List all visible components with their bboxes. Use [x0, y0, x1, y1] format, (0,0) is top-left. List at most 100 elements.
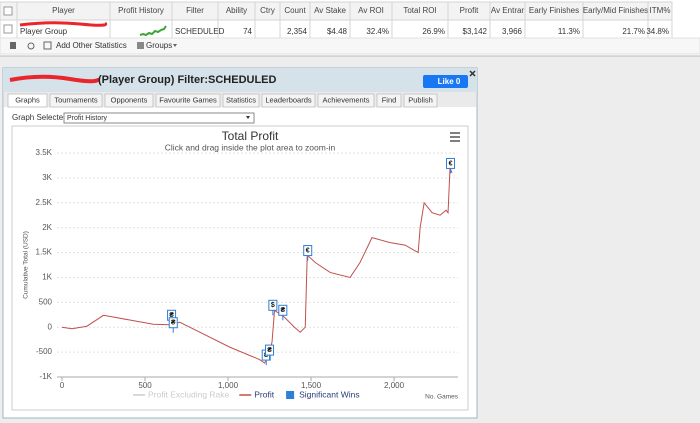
redaction: [9, 74, 101, 84]
flag-label: ₴: [169, 312, 174, 319]
add-stats[interactable]: Add Other Statistics: [56, 41, 127, 50]
cell: SCHEDULED: [175, 27, 225, 36]
y-axis-label: Cumulative Total (USD): [23, 231, 30, 299]
y-tick-label: 2K: [42, 223, 52, 232]
column-header[interactable]: ITM%: [650, 6, 671, 15]
sparkline: [139, 25, 167, 37]
tab[interactable]: [317, 93, 375, 108]
column-header[interactable]: Av Entrar: [491, 6, 525, 15]
y-tick-label: -1K: [40, 372, 53, 381]
cell: 11.3%: [558, 27, 580, 36]
cell: 74: [243, 27, 252, 36]
legend-label[interactable]: Profit Excluding Rake: [148, 389, 230, 399]
cell: 34.8%: [646, 27, 669, 36]
graph-select[interactable]: [63, 112, 255, 124]
column-header[interactable]: Av ROI: [358, 6, 384, 15]
like-label[interactable]: Like 0: [438, 77, 461, 86]
column-header[interactable]: Profit History: [118, 6, 164, 15]
cell: Player Group: [20, 27, 68, 36]
y-tick-label: 2.5K: [36, 198, 53, 207]
column-header[interactable]: Ctry: [260, 6, 275, 15]
column-header[interactable]: Player: [52, 6, 75, 15]
graph-select-value[interactable]: Profit History: [67, 115, 108, 122]
x-tick-label: 1,500: [301, 381, 322, 390]
column-header[interactable]: Count: [284, 6, 306, 15]
column-header[interactable]: Filter: [186, 6, 204, 15]
tab-label[interactable]: Opponents: [111, 95, 148, 104]
groups-icon[interactable]: [137, 42, 144, 49]
tab[interactable]: [104, 93, 154, 108]
column-header[interactable]: Ability: [226, 6, 247, 15]
chart-frame: [11, 125, 469, 411]
tab[interactable]: [403, 93, 438, 108]
groups[interactable]: Groups: [146, 41, 172, 50]
y-tick-label: 0: [48, 322, 53, 331]
legend-label[interactable]: Profit: [254, 389, 274, 399]
column-header[interactable]: Total ROI: [403, 6, 436, 15]
close-button[interactable]: [469, 70, 476, 77]
flag[interactable]: [446, 157, 456, 169]
flag-label: ₴: [171, 320, 176, 327]
cell: 32.4%: [366, 27, 389, 36]
flag[interactable]: [265, 344, 275, 356]
tab-label[interactable]: Find: [382, 95, 397, 104]
delete-icon[interactable]: [10, 42, 16, 49]
flag-label: €: [306, 247, 310, 254]
flag[interactable]: [303, 245, 313, 257]
flag[interactable]: [168, 317, 178, 329]
flag-label: ₴: [280, 307, 285, 314]
chart-menu[interactable]: [450, 132, 460, 142]
dropdown-arrow: [173, 44, 177, 47]
column-header[interactable]: Early/Mid Finishes: [583, 6, 648, 15]
tab-label[interactable]: Tournaments: [54, 95, 98, 104]
y-tick-label: 500: [39, 297, 53, 306]
tab[interactable]: [261, 93, 316, 108]
tab-label[interactable]: Achievements: [322, 95, 369, 104]
flag[interactable]: [268, 299, 278, 311]
redaction: [19, 21, 108, 27]
add-icon[interactable]: [43, 41, 52, 50]
tab-label[interactable]: Publish: [408, 95, 433, 104]
y-tick-label: 3K: [42, 173, 52, 182]
y-tick-label: 1.5K: [36, 248, 53, 257]
dialog-title: (Player Group) Filter:SCHEDULED: [98, 74, 277, 86]
x-tick-label: 0: [60, 381, 65, 390]
flag-label: ₴: [267, 347, 272, 354]
chart-title: Total Profit: [222, 129, 279, 143]
y-tick-label: 3.5K: [36, 148, 53, 157]
profit-line: [61, 167, 453, 364]
checkbox[interactable]: [3, 24, 13, 34]
tab[interactable]: [155, 93, 221, 108]
flag[interactable]: [278, 304, 288, 316]
chart-subtitle: Click and drag inside the plot area to z…: [165, 142, 336, 152]
column-header[interactable]: Av Stake: [314, 6, 346, 15]
cell: 26.9%: [422, 27, 445, 36]
legend-swatch: [286, 391, 295, 399]
tab-label[interactable]: Favourite Games: [159, 95, 217, 104]
tab-label[interactable]: Statistics: [226, 95, 256, 104]
checkbox[interactable]: [3, 6, 13, 16]
x-axis-label: No. Games: [425, 394, 459, 401]
tab[interactable]: [222, 93, 260, 108]
tab-label[interactable]: Graphs: [15, 95, 40, 104]
x-tick-label: 500: [138, 381, 152, 390]
like-button[interactable]: [423, 75, 468, 88]
graph-selected-label: Graph Selected:: [12, 113, 70, 122]
settings-icon[interactable]: [27, 42, 35, 50]
flag-label: €: [449, 160, 453, 167]
tab[interactable]: [7, 93, 48, 108]
x-tick-label: 1,000: [218, 381, 239, 390]
tab[interactable]: [49, 93, 103, 108]
cell: $3,142: [463, 27, 488, 36]
tab[interactable]: [376, 93, 402, 108]
column-header[interactable]: Early Finishes: [529, 6, 579, 15]
cell: 3,966: [502, 27, 523, 36]
column-header[interactable]: Profit: [460, 6, 479, 15]
cell: 2,354: [287, 27, 308, 36]
legend-label[interactable]: Significant Wins: [299, 389, 359, 399]
x-tick-label: 2,000: [384, 381, 405, 390]
y-tick-label: -500: [36, 347, 53, 356]
tab-label[interactable]: Leaderboards: [265, 95, 312, 104]
